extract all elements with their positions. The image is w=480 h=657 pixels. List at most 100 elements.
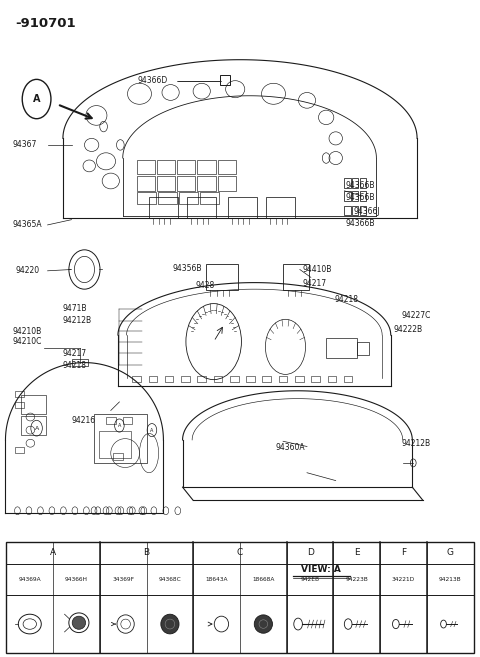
- Bar: [360, 191, 366, 200]
- Bar: [6, 541, 474, 653]
- Bar: [263, 376, 271, 382]
- Bar: [246, 376, 255, 382]
- Text: D: D: [307, 548, 313, 557]
- Text: 34369F: 34369F: [112, 577, 134, 582]
- Bar: [214, 376, 222, 382]
- Text: 94366B: 94366B: [345, 181, 375, 190]
- Bar: [113, 453, 123, 460]
- Text: 94217: 94217: [302, 279, 326, 288]
- Text: 18643A: 18643A: [205, 577, 228, 582]
- Text: 94366J: 94366J: [354, 208, 381, 216]
- Text: 942EB: 942EB: [300, 577, 320, 582]
- Bar: [149, 376, 157, 382]
- Text: 94366D: 94366D: [137, 76, 168, 85]
- Bar: [266, 197, 295, 218]
- Bar: [94, 414, 147, 463]
- Bar: [344, 376, 352, 382]
- Bar: [21, 417, 46, 435]
- Bar: [230, 376, 239, 382]
- Bar: [197, 176, 216, 191]
- Bar: [149, 197, 178, 218]
- Bar: [352, 206, 358, 215]
- Text: 94218: 94218: [335, 295, 359, 304]
- Ellipse shape: [161, 614, 179, 634]
- Bar: [137, 192, 156, 204]
- Bar: [326, 338, 357, 358]
- Text: A: A: [35, 426, 39, 430]
- Text: 94356B: 94356B: [173, 263, 203, 273]
- Text: 9428: 9428: [196, 281, 215, 290]
- Text: A: A: [118, 423, 121, 428]
- Bar: [137, 160, 156, 174]
- Text: 94217: 94217: [63, 349, 87, 358]
- Bar: [217, 160, 236, 174]
- Text: 94368C: 94368C: [158, 577, 181, 582]
- Text: 94210C: 94210C: [12, 337, 42, 346]
- Bar: [206, 264, 238, 290]
- Bar: [352, 178, 358, 187]
- Text: F: F: [401, 548, 406, 557]
- Text: 94227C: 94227C: [402, 311, 431, 320]
- Text: A: A: [33, 94, 40, 104]
- Bar: [72, 359, 88, 366]
- Bar: [228, 197, 257, 218]
- Ellipse shape: [72, 616, 85, 629]
- Ellipse shape: [254, 615, 273, 633]
- Bar: [21, 396, 46, 414]
- Text: C: C: [237, 548, 243, 557]
- Text: 94366H: 94366H: [65, 577, 88, 582]
- Bar: [106, 417, 116, 424]
- Bar: [279, 376, 288, 382]
- Bar: [99, 431, 132, 459]
- Bar: [197, 160, 216, 174]
- Bar: [360, 178, 366, 187]
- Text: A: A: [50, 548, 56, 557]
- Bar: [157, 176, 175, 191]
- Bar: [344, 178, 350, 187]
- Text: 94365A: 94365A: [12, 220, 42, 229]
- Bar: [132, 376, 141, 382]
- Bar: [360, 206, 366, 215]
- Bar: [357, 342, 369, 355]
- Text: 34221D: 34221D: [392, 577, 415, 582]
- Bar: [187, 197, 216, 218]
- Bar: [200, 192, 219, 204]
- Text: E: E: [354, 548, 360, 557]
- Text: 94223B: 94223B: [346, 577, 368, 582]
- Bar: [295, 376, 304, 382]
- Bar: [283, 264, 310, 290]
- Bar: [179, 192, 198, 204]
- Bar: [352, 191, 358, 200]
- Bar: [220, 76, 230, 85]
- Bar: [15, 447, 24, 453]
- Bar: [123, 417, 132, 424]
- Bar: [344, 206, 350, 215]
- Text: 94212B: 94212B: [402, 439, 431, 447]
- Bar: [177, 160, 195, 174]
- Text: B: B: [144, 548, 150, 557]
- Bar: [137, 176, 156, 191]
- Bar: [157, 160, 175, 174]
- Bar: [327, 376, 336, 382]
- Bar: [197, 376, 206, 382]
- Text: 18668A: 18668A: [252, 577, 275, 582]
- Bar: [217, 176, 236, 191]
- Text: 94410B: 94410B: [302, 265, 332, 274]
- Text: -910701: -910701: [15, 17, 76, 30]
- Text: G: G: [447, 548, 454, 557]
- Bar: [177, 176, 195, 191]
- Text: 94212B: 94212B: [63, 316, 92, 325]
- Bar: [165, 376, 173, 382]
- Bar: [344, 191, 350, 200]
- Text: 94220: 94220: [15, 266, 39, 275]
- Bar: [181, 376, 190, 382]
- Text: 94369A: 94369A: [19, 577, 41, 582]
- Text: 94366B: 94366B: [345, 193, 375, 202]
- Text: VIEW: A: VIEW: A: [301, 565, 341, 574]
- Text: 94222B: 94222B: [393, 325, 422, 334]
- Bar: [15, 391, 24, 397]
- Text: 94210B: 94210B: [12, 327, 42, 336]
- Text: A: A: [150, 428, 154, 432]
- Text: 94360A: 94360A: [276, 443, 306, 452]
- Text: 94366B: 94366B: [345, 219, 375, 228]
